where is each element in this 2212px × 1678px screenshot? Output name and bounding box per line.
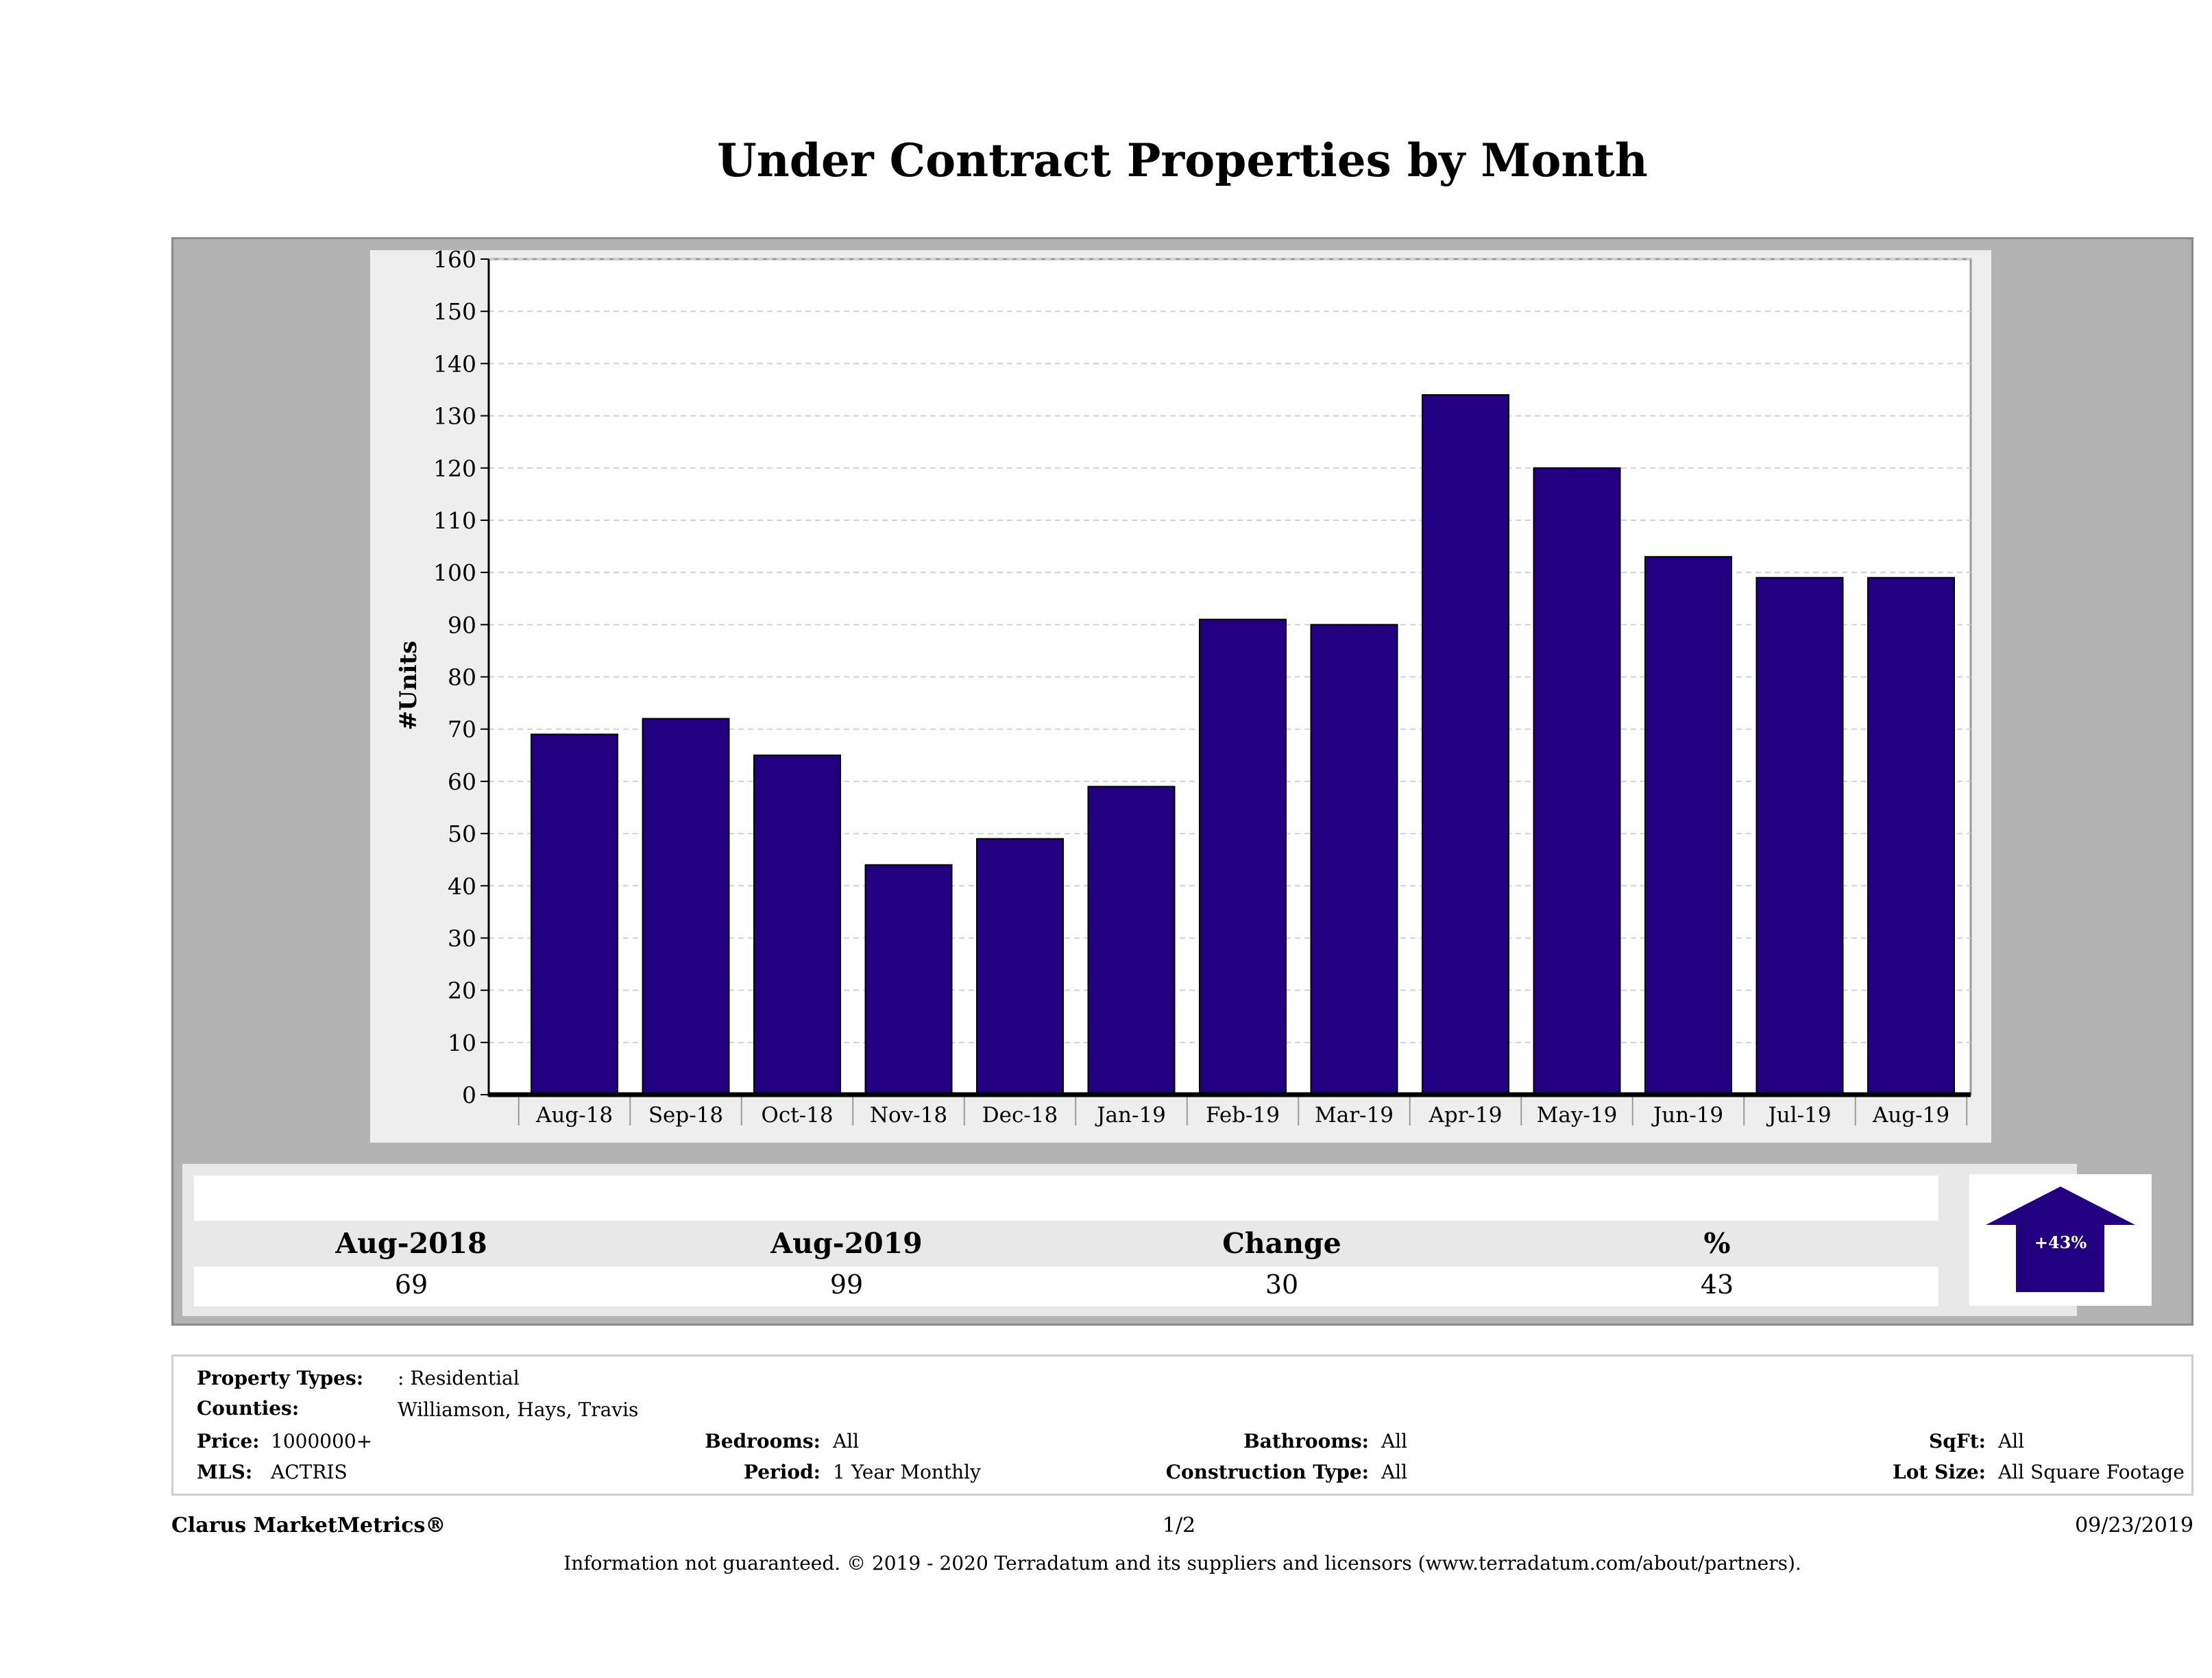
page-number: 1/2 xyxy=(1162,1513,1196,1537)
x-tick-label: Jun-19 xyxy=(1651,1103,1723,1128)
y-tick-label: 90 xyxy=(448,611,476,638)
period-value: 1 Year Monthly xyxy=(833,1461,981,1483)
y-tick-label: 30 xyxy=(448,925,476,951)
price-label: Price: xyxy=(197,1430,260,1452)
summary-value-start: 69 xyxy=(394,1269,428,1300)
y-tick-label: 50 xyxy=(448,820,476,847)
x-tick-label: Dec-18 xyxy=(982,1103,1058,1128)
y-tick-label: 150 xyxy=(433,298,476,325)
bar xyxy=(1755,576,1844,1095)
trend-arrow-box: +43% xyxy=(1969,1174,2152,1306)
x-tick-label: Aug-18 xyxy=(535,1103,613,1128)
construction-type-value: All xyxy=(1381,1461,1408,1483)
summary-value-end: 99 xyxy=(829,1269,864,1300)
x-tick-label: Jan-19 xyxy=(1095,1103,1166,1128)
bathrooms-value: All xyxy=(1381,1430,1408,1452)
x-tick-label: Mar-19 xyxy=(1315,1103,1394,1128)
bar xyxy=(1087,786,1176,1096)
y-tick-label: 60 xyxy=(448,768,476,795)
sqft-label: SqFt: xyxy=(1929,1430,1986,1452)
summary-values-row xyxy=(194,1267,1938,1306)
mls-label: MLS: xyxy=(197,1461,253,1483)
summary-header-start: Aug-2018 xyxy=(335,1227,487,1260)
summary-header-end: Aug-2019 xyxy=(770,1227,923,1260)
brand-name: Clarus MarketMetrics® xyxy=(171,1513,446,1537)
y-tick-label: 140 xyxy=(433,350,476,377)
filter-info-panel xyxy=(171,1354,2193,1496)
x-tick-label: May-19 xyxy=(1537,1103,1618,1128)
bar xyxy=(1310,624,1398,1095)
bar xyxy=(976,838,1064,1096)
x-tick-label: Jul-19 xyxy=(1766,1103,1831,1128)
price-value: 1000000+ xyxy=(271,1430,373,1452)
x-tick-label: Feb-19 xyxy=(1206,1103,1280,1128)
y-tick-label: 40 xyxy=(448,873,476,899)
counties-label: Counties: xyxy=(197,1397,300,1420)
x-tick-label: Nov-18 xyxy=(870,1103,947,1128)
bar xyxy=(1422,394,1509,1095)
y-tick-label: 160 xyxy=(433,246,476,273)
period-label: Period: xyxy=(743,1461,821,1483)
bar xyxy=(642,718,730,1095)
lot-size-label: Lot Size: xyxy=(1893,1461,1986,1483)
lot-size-value: All Square Footage xyxy=(1998,1461,2185,1483)
bars xyxy=(531,394,1955,1096)
y-axis-label: #Units xyxy=(395,641,422,731)
property-types-value: : Residential xyxy=(398,1367,520,1389)
x-tick-labels: Aug-18 Sep-18 Oct-18 Nov-18 Dec-18 Jan-19 Feb-… xyxy=(518,1095,1968,1128)
bar xyxy=(864,864,953,1096)
disclaimer: Information not guaranteed. © 2019 - 202… xyxy=(563,1552,1801,1574)
y-tick-labels: 0 10 20 30 40 50 60 70 80 90 100 110 120 130 140 150 160 xyxy=(433,246,489,1108)
x-tick-label: Sep-18 xyxy=(648,1103,723,1128)
report-date: 09/23/2019 xyxy=(2075,1513,2193,1537)
x-tick-label: Apr-19 xyxy=(1429,1103,1503,1128)
x-tick-label: Oct-18 xyxy=(761,1103,833,1128)
summary-value-change: 30 xyxy=(1265,1269,1299,1300)
sqft-value: All xyxy=(1998,1430,2025,1452)
y-tick-label: 110 xyxy=(433,507,476,534)
property-types-label: Property Types: xyxy=(197,1367,364,1389)
y-tick-label: 10 xyxy=(448,1030,476,1056)
bar xyxy=(1644,556,1732,1095)
y-tick-label: 120 xyxy=(433,455,476,482)
bar xyxy=(753,754,841,1095)
bathrooms-label: Bathrooms: xyxy=(1243,1430,1369,1452)
counties-value: Williamson, Hays, Travis xyxy=(398,1398,639,1421)
summary-value-percent: 43 xyxy=(1700,1269,1734,1300)
mls-value: ACTRIS xyxy=(271,1461,348,1483)
summary-header-change: Change xyxy=(1222,1227,1341,1260)
up-arrow-icon: +43% xyxy=(1986,1187,2135,1292)
bar xyxy=(531,733,618,1095)
y-tick-label: 100 xyxy=(433,559,476,586)
bar xyxy=(1533,467,1621,1095)
y-tick-label: 70 xyxy=(448,716,476,743)
trend-arrow-label: +43% xyxy=(2034,1232,2087,1252)
y-tick-label: 0 xyxy=(462,1082,476,1108)
chart-title: Under Contract Properties by Month xyxy=(717,134,1648,187)
bedrooms-label: Bedrooms: xyxy=(705,1430,821,1452)
x-tick-label: Aug-19 xyxy=(1872,1103,1949,1128)
construction-type-label: Construction Type: xyxy=(1165,1461,1369,1483)
bar xyxy=(1867,576,1955,1095)
y-tick-label: 80 xyxy=(448,664,476,691)
summary-blank-row xyxy=(194,1176,1938,1221)
summary-header-percent: % xyxy=(1703,1227,1731,1260)
bedrooms-value: All xyxy=(833,1430,860,1452)
y-tick-label: 20 xyxy=(448,977,476,1004)
y-tick-label: 130 xyxy=(433,403,476,430)
bar xyxy=(1199,618,1287,1095)
